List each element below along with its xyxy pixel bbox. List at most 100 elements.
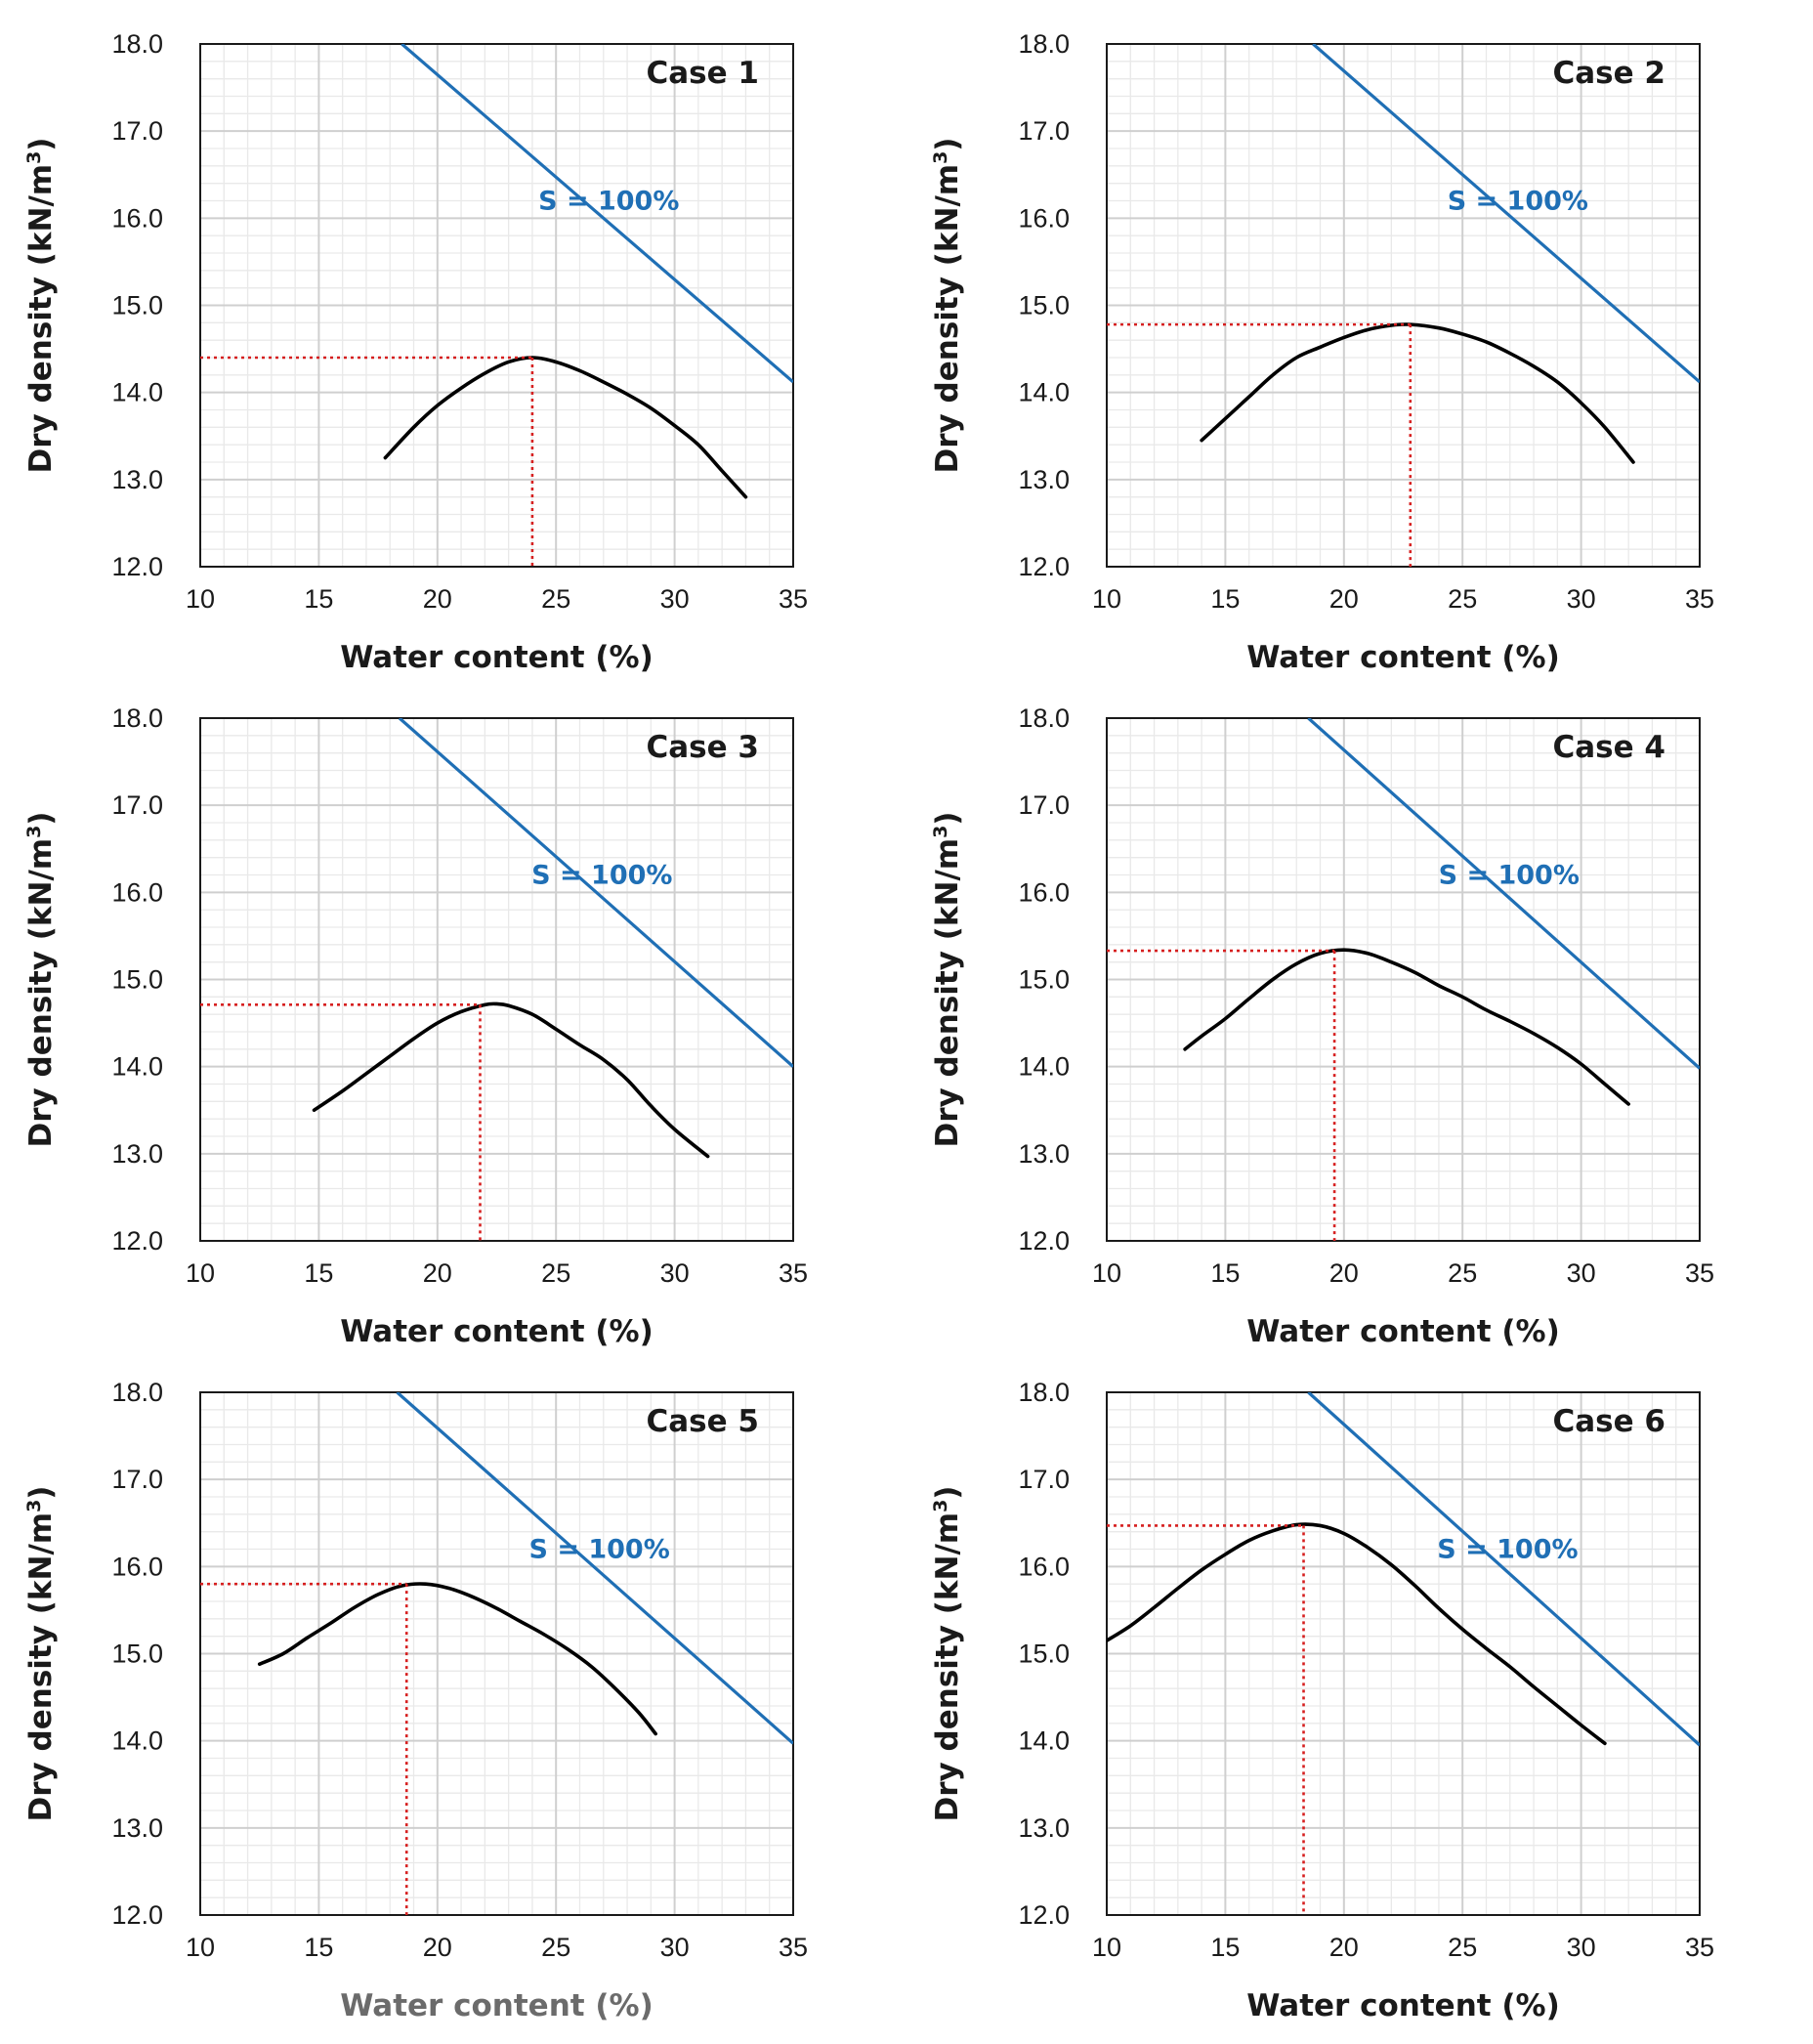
y-tick-label: 13.0 (111, 1813, 163, 1843)
x-axis-title: Water content (%) (1246, 1988, 1560, 2023)
saturation-label: S = 100% (528, 1535, 669, 1565)
saturation-line (401, 44, 793, 384)
saturation-line (398, 718, 793, 1068)
compaction-curve (383, 356, 748, 499)
y-tick-label: 15.0 (1018, 291, 1070, 320)
y-tick-label: 13.0 (1018, 465, 1070, 494)
chart-panel-case-2: 10 15 20 25 30 35 12.0 13.0 14.0 15.0 16.0 17.0 18.0… (906, 0, 1813, 674)
y-tick-label: 17.0 (111, 1465, 163, 1494)
y-tick-label: 12.0 (1018, 552, 1070, 581)
y-tick-label: 16.0 (1018, 877, 1070, 907)
chart-panel-case-1: 10 15 20 25 30 35 12.0 13.0 14.0 15.0 16.0 17.0 18.0… (0, 0, 906, 674)
y-tick-label: 16.0 (1018, 203, 1070, 233)
x-tick-label: 35 (779, 1258, 808, 1288)
y-tick-label: 14.0 (1018, 1052, 1070, 1082)
saturation-label: S = 100% (1448, 187, 1588, 217)
x-tick-label: 20 (1329, 1258, 1359, 1288)
x-tick-label: 25 (541, 1933, 570, 1962)
y-axis-title: Dry density (kN/m3) (23, 1486, 59, 1822)
y-tick-label: 17.0 (1018, 116, 1070, 146)
chart-panel-case-4: 10 15 20 25 30 35 12.0 13.0 14.0 15.0 16.0 17.0 18.0… (906, 674, 1813, 1348)
x-tick-label: 25 (541, 584, 570, 614)
x-axis-title: Water content (%) (1246, 1314, 1560, 1348)
x-tick-label: 35 (779, 1933, 808, 1962)
x-tick-label: 30 (660, 1933, 690, 1962)
y-axis-title: Dry density (kN/m3) (930, 812, 965, 1148)
x-tick-label: 25 (1448, 1933, 1477, 1962)
plot-frame (1106, 1391, 1701, 1916)
x-tick-label: 25 (1448, 584, 1477, 614)
compaction-curve (1107, 1522, 1607, 1746)
y-tick-label: 17.0 (1018, 790, 1070, 820)
y-tick-label: 16.0 (1018, 1552, 1070, 1581)
plot-frame (199, 1391, 794, 1916)
x-tick-label: 35 (1685, 584, 1714, 614)
chart-svg: 10 15 20 25 30 35 12.0 13.0 14.0 15.0 16.0 17.0 18.0… (23, 703, 808, 1348)
compaction-curve (257, 1582, 657, 1736)
x-tick-label: 15 (1210, 1933, 1240, 1962)
x-tick-label: 20 (423, 1258, 452, 1288)
y-tick-label: 15.0 (1018, 965, 1070, 995)
y-axis-title: Dry density (kN/m3) (930, 138, 965, 474)
case-title: Case 1 (646, 56, 759, 91)
major-gridlines (200, 718, 793, 1241)
saturation-line (1307, 1392, 1700, 1747)
y-tick-label: 18.0 (1018, 1378, 1070, 1407)
y-tick-label: 18.0 (1018, 703, 1070, 733)
chart-svg: 10 15 20 25 30 35 12.0 13.0 14.0 15.0 16.0 17.0 18.0… (930, 1378, 1714, 2023)
x-tick-label: 20 (423, 584, 452, 614)
y-axis-title: Dry density (kN/m3) (23, 812, 59, 1148)
x-tick-label: 10 (186, 584, 215, 614)
x-tick-label: 15 (304, 1933, 333, 1962)
saturation-line (1312, 44, 1700, 384)
y-tick-label: 13.0 (1018, 1139, 1070, 1169)
x-tick-label: 20 (1329, 1933, 1359, 1962)
x-tick-label: 30 (660, 1258, 690, 1288)
y-tick-label: 18.0 (111, 1378, 163, 1407)
x-tick-label: 25 (541, 1258, 570, 1288)
y-tick-label: 12.0 (111, 1900, 163, 1930)
x-tick-label: 15 (304, 1258, 333, 1288)
x-tick-label: 10 (186, 1258, 215, 1288)
case-title: Case 6 (1552, 1404, 1665, 1439)
y-tick-label: 18.0 (111, 703, 163, 733)
plot-frame (1106, 43, 1701, 568)
x-axis-title: Water content (%) (340, 1988, 654, 2023)
chart-svg: 10 15 20 25 30 35 12.0 13.0 14.0 15.0 16.0 17.0 18.0… (23, 29, 808, 674)
y-tick-label: 13.0 (111, 465, 163, 494)
y-tick-label: 18.0 (1018, 29, 1070, 59)
plot-frame (1106, 717, 1701, 1242)
x-axis-title: Water content (%) (340, 640, 654, 674)
y-axis-title: Dry density (kN/m3) (23, 138, 59, 474)
y-tick-label: 16.0 (111, 203, 163, 233)
case-title: Case 5 (646, 1404, 759, 1439)
saturation-label: S = 100% (538, 187, 679, 217)
y-tick-label: 17.0 (1018, 1465, 1070, 1494)
major-gridlines (1107, 718, 1700, 1241)
x-tick-label: 35 (1685, 1933, 1714, 1962)
major-gridlines (1107, 1392, 1700, 1915)
x-tick-label: 10 (186, 1933, 215, 1962)
case-title: Case 2 (1552, 56, 1665, 91)
chart-svg: 10 15 20 25 30 35 12.0 13.0 14.0 15.0 16.0 17.0 18.0… (930, 29, 1714, 674)
y-tick-label: 12.0 (111, 552, 163, 581)
x-tick-label: 35 (779, 584, 808, 614)
x-tick-label: 10 (1092, 584, 1121, 614)
y-tick-label: 17.0 (111, 790, 163, 820)
y-tick-label: 12.0 (111, 1226, 163, 1256)
chart-panel-case-6: 10 15 20 25 30 35 12.0 13.0 14.0 15.0 16.0 17.0 18.0… (906, 1348, 1813, 2023)
y-axis-title: Dry density (kN/m3) (930, 1486, 965, 1822)
y-tick-label: 16.0 (111, 1552, 163, 1581)
x-tick-label: 20 (423, 1933, 452, 1962)
y-tick-label: 15.0 (1018, 1639, 1070, 1669)
saturation-line (396, 1392, 793, 1745)
major-gridlines (200, 44, 793, 567)
x-tick-label: 30 (1567, 1258, 1596, 1288)
compaction-curve (1183, 948, 1630, 1106)
x-tick-label: 30 (660, 584, 690, 614)
x-axis-title: Water content (%) (340, 1314, 654, 1348)
y-tick-label: 15.0 (111, 1639, 163, 1669)
x-tick-label: 20 (1329, 584, 1359, 614)
chart-panel-case-5: 10 15 20 25 30 35 12.0 13.0 14.0 15.0 16.0 17.0 18.0… (0, 1348, 906, 2023)
